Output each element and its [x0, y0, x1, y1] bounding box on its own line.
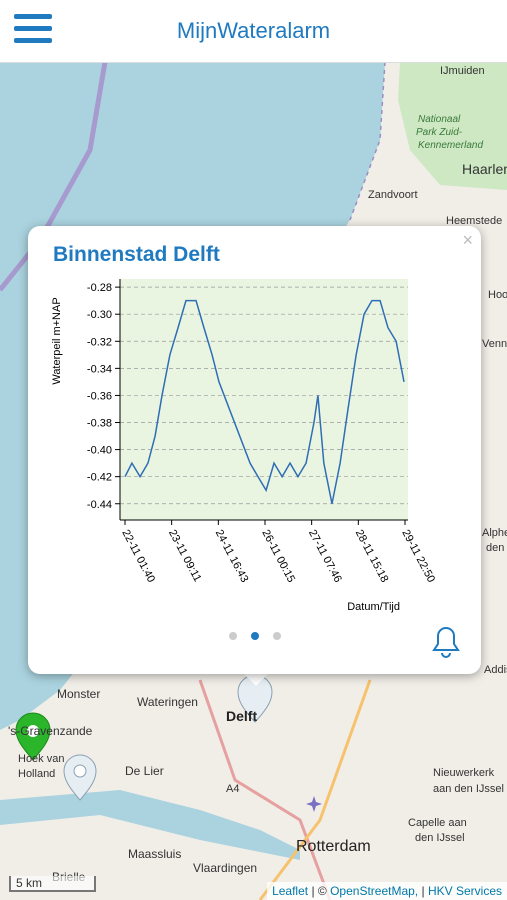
close-button[interactable]: × [462, 230, 473, 250]
map-label: Heemstede [446, 215, 502, 227]
river [0, 790, 300, 860]
park [398, 62, 507, 190]
y-tick-label: -0.34 [87, 363, 112, 375]
y-tick-label: -0.42 [87, 472, 112, 484]
y-tick-label: -0.30 [87, 309, 112, 321]
map-label: Rotterdam [296, 838, 371, 855]
map-label: den IJssel [415, 832, 465, 844]
map-label: Vlaardingen [193, 861, 257, 875]
chart: Waterpeil m+NAP Datum/Tijd -0.28 -0.30 -0.… [51, 279, 460, 658]
attribution-link[interactable]: OpenStreetMap, [330, 884, 419, 898]
map-label: Maassluis [128, 847, 181, 861]
page-dot[interactable] [229, 632, 237, 640]
x-tick-label: 23-11 09:11 [166, 528, 203, 584]
map-label: Addis [484, 664, 507, 676]
y-tick-label: -0.36 [87, 390, 112, 402]
map-label: Venn [482, 338, 507, 350]
menu-button[interactable] [14, 14, 52, 48]
road [258, 679, 372, 900]
y-tick-label: -0.44 [87, 499, 112, 511]
y-tick-label: -0.38 [87, 418, 112, 430]
popup-tip [242, 672, 270, 686]
map-label: A4 [226, 783, 239, 795]
popup: Binnenstad Delft × Waterpeil m+NAP Datum… [28, 226, 481, 674]
x-tick-label: 27-11 07:46 [306, 528, 344, 585]
y-tick-label: -0.28 [87, 282, 112, 294]
map-label: Monster [57, 687, 100, 701]
map-label: De Lier [125, 764, 164, 778]
map-label: Hoek van [18, 753, 64, 765]
map-label: Nieuwerkerk [433, 767, 495, 779]
attribution: Leaflet | © OpenStreetMap, | HKV Service… [267, 882, 507, 900]
bell-button[interactable] [432, 627, 460, 658]
map-label: aan den IJssel [433, 783, 504, 795]
boundary [0, 61, 108, 292]
boundary-dashed [349, 61, 386, 221]
map-label: Kennemerland [418, 140, 483, 151]
attribution-link[interactable]: HKV Services [427, 884, 502, 898]
map-label: Haarlem [462, 161, 507, 177]
x-tick-label: 24-11 16:43 [213, 528, 251, 585]
map-label: Park Zuid- [416, 127, 463, 138]
map-label: Wateringen [137, 695, 198, 709]
map-label: Holland [18, 768, 55, 780]
x-axis-label: Datum/Tijd [347, 601, 400, 613]
attribution-text: | © [311, 884, 327, 898]
x-tick-label: 22-11 01:40 [119, 528, 157, 585]
map-label: Hoo [488, 289, 507, 301]
map-label: den [486, 542, 504, 554]
data-line [124, 299, 405, 504]
x-tick-label: 28-11 15:18 [353, 528, 391, 585]
road [198, 679, 332, 900]
y-tick-label: -0.40 [87, 445, 112, 457]
popup-title: Binnenstad Delft [53, 243, 220, 266]
airport [306, 796, 322, 812]
scale-bar: 5 km [9, 876, 96, 892]
map-label: Nationaal [418, 114, 461, 125]
page-dot[interactable] [273, 632, 281, 640]
y-axis-label: Waterpeil m+NAP [51, 297, 63, 384]
plot-area [120, 279, 408, 520]
map-label: Alphe [482, 527, 507, 539]
map-label: Delft [226, 708, 257, 724]
map-label: Zandvoort [368, 189, 418, 201]
map-label: IJmuiden [440, 65, 485, 77]
marker-dot [73, 764, 87, 778]
y-tick-label: -0.32 [87, 336, 112, 348]
app-title: MijnWateralarm [176, 18, 331, 43]
map-label: Capelle aan [408, 817, 467, 829]
map-label: 's-Gravenzande [8, 724, 93, 738]
attribution-text: | [421, 884, 425, 898]
x-tick-label: 26-11 00:15 [259, 528, 297, 585]
attribution-link[interactable]: Leaflet [272, 884, 309, 898]
header: MijnWateralarm [0, 0, 507, 63]
x-tick-label: 29-11 22:50 [399, 528, 437, 585]
page-dot-active[interactable] [251, 632, 259, 640]
marker-dot [27, 725, 39, 737]
